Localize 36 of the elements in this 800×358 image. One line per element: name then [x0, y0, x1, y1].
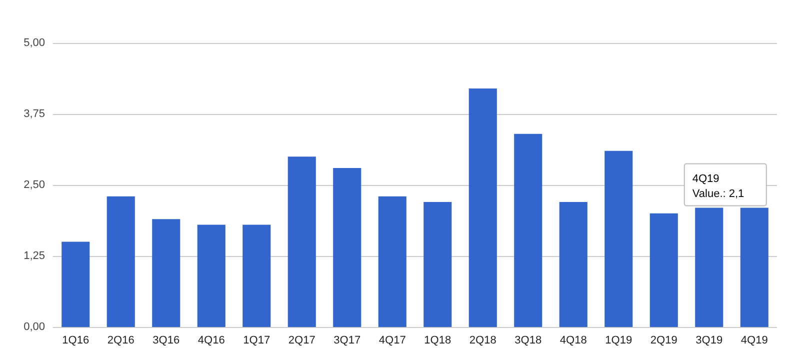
x-tick-label: 1Q17	[243, 334, 270, 346]
bar	[62, 242, 90, 327]
x-tick-label: 3Q16	[152, 334, 180, 346]
x-tick-label: 3Q17	[334, 334, 361, 346]
bar	[197, 224, 226, 327]
bar	[242, 224, 271, 327]
bar	[650, 213, 678, 327]
annotation: 4Q19 Value.: 2,1	[692, 173, 744, 200]
x-tick-label: 2Q16	[107, 334, 134, 346]
x-tick-label: 2Q17	[288, 334, 316, 346]
bar	[378, 196, 406, 327]
x-tick-label: 4Q18	[560, 334, 587, 346]
x-tick-label: 3Q19	[696, 334, 723, 346]
y-tick-label: 0,00	[24, 321, 45, 333]
bar	[288, 156, 316, 327]
bar	[106, 196, 135, 327]
y-tick-label: 5,00	[24, 37, 45, 49]
bar	[514, 134, 542, 327]
bar	[604, 150, 633, 327]
bar	[333, 168, 362, 327]
x-tick-label: 4Q16	[198, 334, 225, 346]
x-tick-label: 4Q17	[378, 334, 406, 346]
y-tick-label: 3,75	[24, 108, 45, 120]
x-tick-label: 2Q18	[469, 334, 496, 346]
x-tick-label: 4Q19	[740, 334, 768, 346]
y-tick-label: 2,50	[24, 179, 45, 191]
bar	[152, 219, 180, 327]
x-tick-label: 3Q18	[514, 334, 542, 346]
y-tick-label: 1,25	[24, 250, 45, 262]
bar	[424, 202, 452, 327]
bar	[559, 202, 588, 327]
x-tick-label: 2Q19	[650, 334, 678, 346]
bar	[468, 88, 497, 327]
x-tick-label: 1Q16	[62, 334, 90, 346]
x-tick-label: 1Q18	[424, 334, 452, 346]
x-tick-label: 1Q19	[605, 334, 632, 346]
